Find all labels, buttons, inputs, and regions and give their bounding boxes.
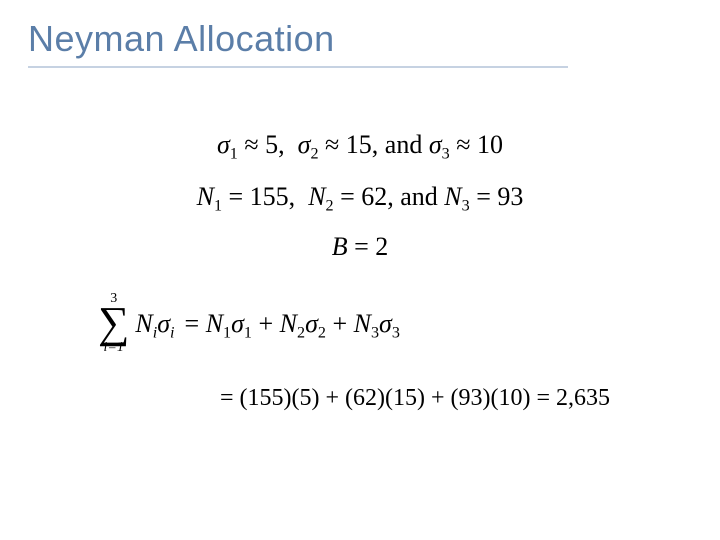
sigma-operator: 3 ∑ i=1 bbox=[98, 292, 129, 355]
calculation-line: = (155)(5) + (62)(15) + (93)(10) = 2,635 bbox=[220, 385, 660, 412]
sigma-values-line: σ1 ≈ 5, σ2 ≈ 15, and σ3 ≈ 10 bbox=[60, 130, 660, 160]
sum-term: Niσi bbox=[135, 309, 174, 339]
sigma-glyph: ∑ bbox=[98, 304, 129, 341]
slide-title: Neyman Allocation bbox=[28, 18, 692, 60]
title-block: Neyman Allocation bbox=[28, 18, 692, 68]
title-underline bbox=[28, 66, 568, 68]
summation-line: 3 ∑ i=1 Niσi = N1σ1 + N2σ2 + N3σ3 bbox=[98, 292, 660, 355]
b-value-line: B = 2 bbox=[60, 232, 660, 262]
math-content: σ1 ≈ 5, σ2 ≈ 15, and σ3 ≈ 10 N1 = 155, N… bbox=[60, 120, 660, 412]
sum-lower-limit: i=1 bbox=[104, 341, 124, 355]
sum-expansion: = N1σ1 + N2σ2 + N3σ3 bbox=[185, 309, 400, 339]
slide: Neyman Allocation σ1 ≈ 5, σ2 ≈ 15, and σ… bbox=[0, 0, 720, 540]
n-values-line: N1 = 155, N2 = 62, and N3 = 93 bbox=[60, 182, 660, 212]
